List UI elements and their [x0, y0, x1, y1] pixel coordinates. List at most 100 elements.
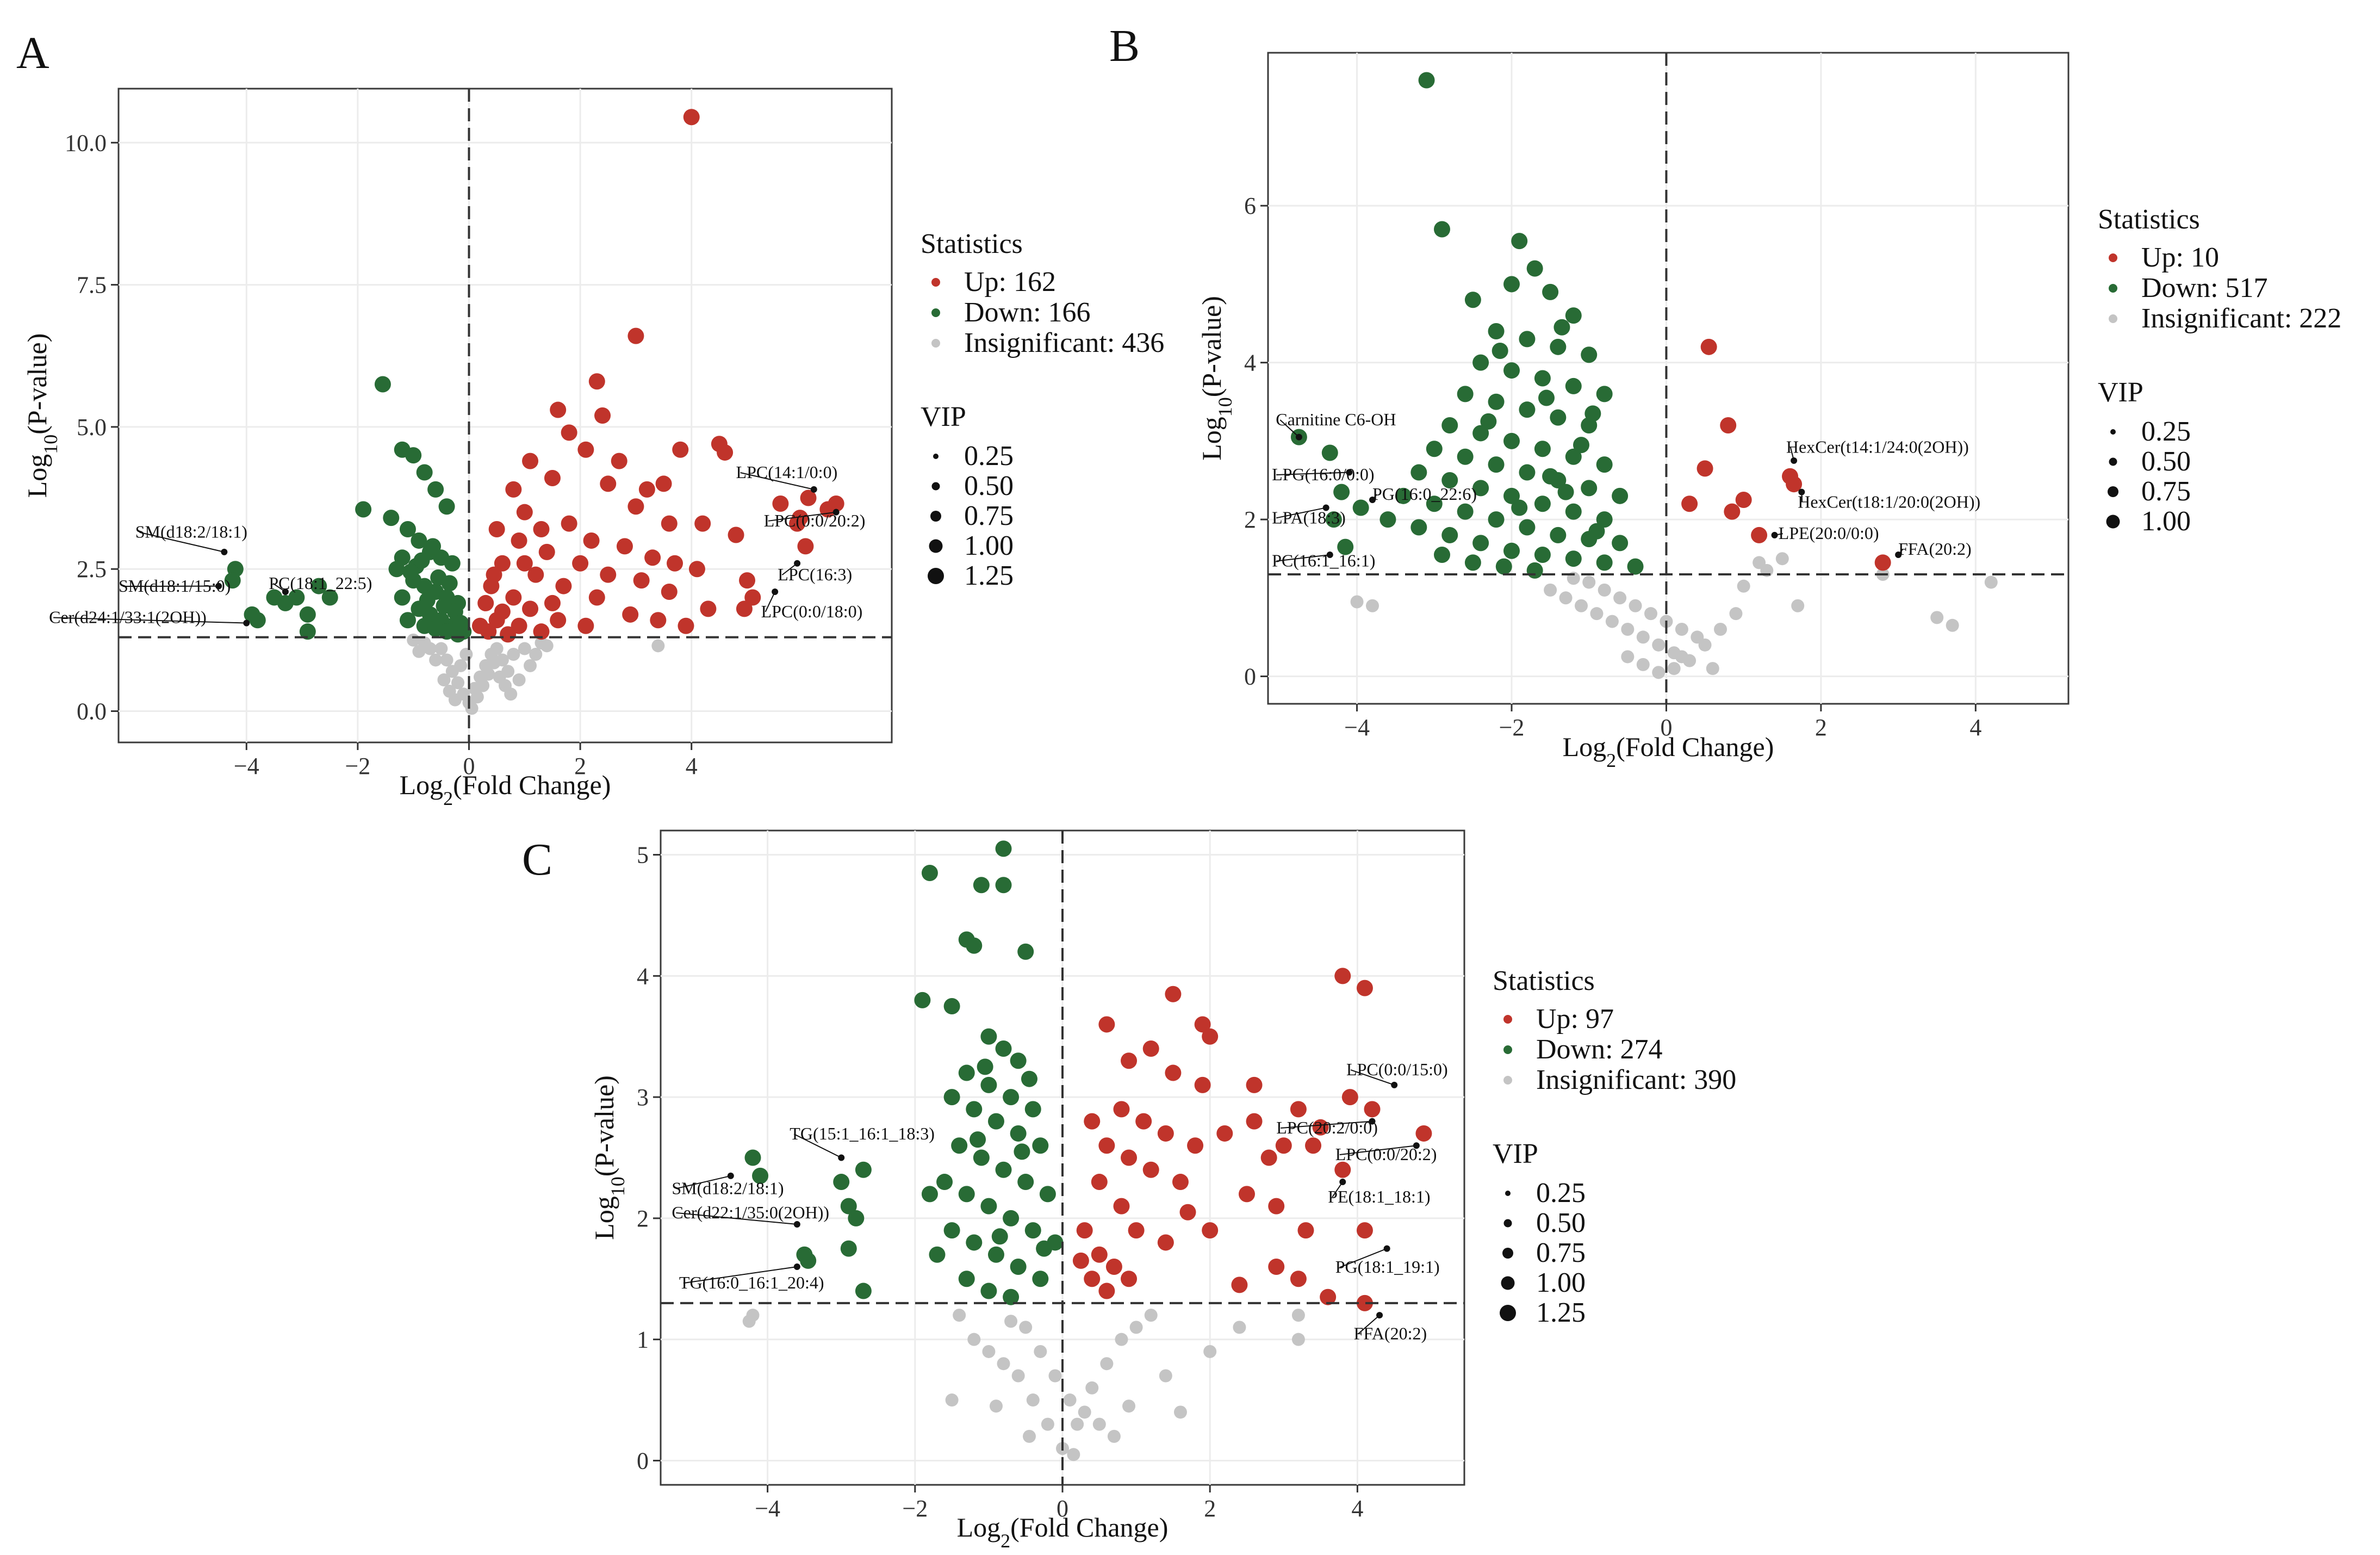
- legend-size-label: 0.25: [964, 441, 1014, 472]
- point-up: [1275, 1137, 1292, 1154]
- point-up: [1091, 1174, 1108, 1191]
- panel-label: C: [522, 834, 552, 885]
- point-insignificant: [1034, 1345, 1047, 1358]
- annotation-leader: [793, 1133, 842, 1158]
- point-down: [966, 1234, 983, 1251]
- annotation-leader: [1276, 472, 1350, 475]
- point-up: [488, 521, 505, 538]
- point-insignificant: [1729, 607, 1743, 621]
- point-up: [583, 532, 600, 549]
- panel-c: C −4 −2 0 2 4 0 1 2 3 4 5 Log2(Fold Change) Log10(P-v…: [522, 829, 1736, 1552]
- point-up: [500, 626, 517, 643]
- point-down: [1511, 233, 1528, 250]
- point-insignificant: [1100, 1357, 1114, 1371]
- point-down: [1426, 441, 1443, 457]
- point-down: [1584, 405, 1601, 422]
- annotation-leader: [1276, 554, 1330, 562]
- x-tick-label: 0: [1057, 1495, 1068, 1522]
- point-up: [661, 515, 678, 532]
- annotation-label: PC(16:1_16:1): [1272, 551, 1375, 571]
- annotation-dot: [794, 560, 801, 567]
- point-insignificant: [1791, 599, 1805, 612]
- point-down: [980, 1076, 997, 1093]
- data-points: [742, 840, 1432, 1461]
- point-down: [249, 612, 266, 629]
- point-down: [936, 1174, 953, 1191]
- annotation-leader: [1357, 1315, 1380, 1335]
- point-down: [411, 532, 427, 549]
- point-down: [1627, 558, 1644, 575]
- point-up: [1341, 1089, 1358, 1106]
- data-points: [224, 109, 844, 715]
- point-up: [1121, 1149, 1138, 1166]
- point-up: [655, 475, 672, 492]
- x-axis-label: Log2(Fold Change): [1563, 732, 1774, 771]
- point-insignificant: [1667, 662, 1681, 676]
- point-down: [1495, 558, 1512, 575]
- point-insignificant: [437, 673, 451, 687]
- annotation-label: LPC(16:3): [778, 565, 852, 584]
- x-axis-label: Log2(Fold Change): [400, 770, 611, 809]
- legend-swatch-down: [1503, 1045, 1512, 1054]
- point-insignificant: [476, 679, 490, 692]
- point-up: [611, 453, 627, 469]
- point-insignificant: [1291, 1309, 1305, 1322]
- point-up: [1334, 1161, 1351, 1178]
- legend-size-swatch: [1502, 1248, 1513, 1259]
- point-up: [644, 549, 661, 566]
- point-insignificant: [459, 647, 473, 661]
- point-up: [1720, 417, 1737, 434]
- point-insignificant: [1004, 1315, 1018, 1328]
- point-up: [511, 617, 527, 634]
- point-down: [1488, 456, 1505, 473]
- point-down: [1010, 1259, 1027, 1275]
- annotation-label: LPG(16:0/0:0): [1272, 464, 1374, 484]
- point-up: [1290, 1101, 1307, 1118]
- point-up: [1142, 1040, 1159, 1057]
- point-down: [1565, 550, 1582, 567]
- point-down: [402, 563, 419, 580]
- annotation-label: SM(d18:2/18:1): [135, 522, 247, 542]
- point-insignificant: [524, 659, 537, 672]
- gridlines: [1268, 53, 2068, 704]
- annotation-leader: [1276, 507, 1326, 519]
- point-down: [1542, 283, 1559, 300]
- annotation-dot: [793, 1221, 800, 1228]
- point-insignificant: [1233, 1321, 1246, 1334]
- point-down: [1488, 393, 1505, 410]
- point-up: [1121, 1271, 1138, 1287]
- point-down: [977, 1058, 993, 1075]
- point-up: [1091, 1246, 1108, 1263]
- point-up: [533, 521, 550, 538]
- point-up: [1305, 1137, 1322, 1154]
- annotation-leader: [1339, 1248, 1387, 1268]
- point-down: [1017, 1174, 1034, 1191]
- point-up: [600, 566, 617, 583]
- point-down: [1003, 1210, 1020, 1226]
- point-up: [550, 612, 567, 629]
- point-up: [1216, 1125, 1233, 1142]
- annotation-label: FFA(20:2): [1898, 539, 1972, 559]
- point-down: [1410, 464, 1427, 481]
- y-tick-label: 2: [1244, 506, 1256, 533]
- point-insignificant: [1644, 607, 1657, 621]
- point-up: [1735, 492, 1752, 509]
- annotation-leader: [53, 617, 247, 624]
- point-up: [717, 444, 734, 461]
- annotation-label: LPC(14:1/0:0): [736, 462, 838, 482]
- x-tick-label: 4: [1969, 714, 1981, 741]
- point-down: [1519, 401, 1536, 418]
- point-down: [1581, 346, 1598, 363]
- point-up: [1681, 495, 1698, 512]
- annotation-dot: [1295, 433, 1302, 441]
- point-up: [688, 561, 705, 578]
- legend-size-swatch: [1505, 1191, 1511, 1196]
- point-up: [544, 469, 561, 486]
- x-tick-label: −2: [345, 753, 370, 779]
- annotation-dot: [1798, 488, 1805, 495]
- point-up: [1238, 1186, 1255, 1203]
- y-axis-label: Log10(P-value): [22, 333, 61, 498]
- legend-size-title: VIP: [921, 401, 966, 432]
- point-down: [995, 1161, 1012, 1178]
- y-tick-label: 0: [1244, 664, 1256, 690]
